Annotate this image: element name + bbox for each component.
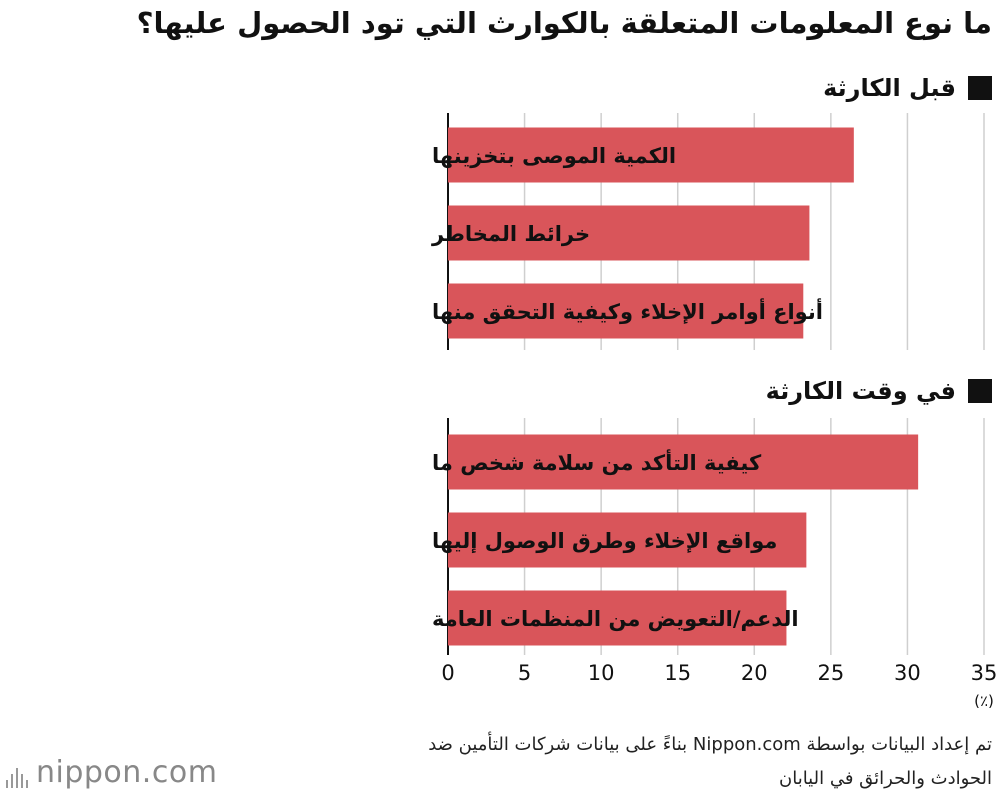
bar — [448, 127, 854, 183]
category-label: خرائط المخاطر — [431, 222, 590, 246]
category-label: الكمية الموصى بتخزينها — [432, 144, 676, 168]
section-label-during-text: في وقت الكارثة — [765, 377, 956, 405]
logo-mark-icon — [6, 758, 28, 788]
x-tick-label: 0 — [441, 661, 454, 685]
x-tick-label: 10 — [588, 661, 615, 685]
section-marker-icon — [968, 76, 992, 100]
section-label-before-text: قبل الكارثة — [823, 74, 956, 102]
category-label: الدعم/التعويض من المنظمات العامة — [432, 607, 799, 631]
bar — [448, 283, 804, 339]
bar-chart: الكمية الموصى بتخزينها خرائط المخاطر أنواع… — [431, 113, 998, 710]
section-label-during: في وقت الكارثة — [766, 377, 992, 405]
category-label: كيفية التأكد من سلامة شخص ما — [432, 448, 762, 475]
category-label: مواقع الإخلاء وطرق الوصول إليها — [432, 529, 777, 553]
x-tick-label: 35 — [971, 661, 998, 685]
x-tick-label: 20 — [741, 661, 768, 685]
bar — [448, 512, 807, 568]
logo-text: nippon.com — [36, 755, 218, 790]
unit-label: (٪) — [974, 692, 994, 710]
x-tick-label: 5 — [518, 661, 531, 685]
source-note: تم إعداد البيانات بواسطة Nippon.com بناء… — [232, 728, 992, 796]
section-label-before: قبل الكارثة — [823, 74, 992, 102]
x-tick-label: 25 — [817, 661, 844, 685]
bar — [448, 590, 787, 646]
source-line-2: الحوادث والحرائق في اليابان — [778, 768, 992, 789]
bar — [448, 434, 919, 490]
chart-title: ما نوع المعلومات المتعلقة بالكوارث التي … — [136, 6, 992, 40]
x-tick-label: 30 — [894, 661, 921, 685]
nippon-logo: nippon.com — [6, 755, 217, 790]
source-line-1: تم إعداد البيانات بواسطة Nippon.com بناء… — [428, 734, 992, 755]
section-marker-icon — [968, 379, 992, 403]
x-tick-label: 15 — [664, 661, 691, 685]
category-label: أنواع أوامر الإخلاء وكيفية التحقق منها — [432, 297, 823, 324]
bar — [448, 205, 810, 261]
